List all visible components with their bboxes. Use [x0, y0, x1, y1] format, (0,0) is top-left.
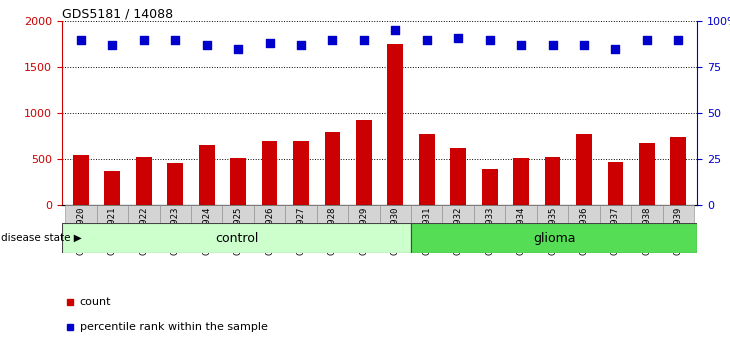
Bar: [663, 205, 694, 223]
Point: [390, 28, 402, 33]
Text: GSM769930: GSM769930: [391, 206, 400, 255]
Text: GSM769924: GSM769924: [202, 206, 211, 255]
Point: [169, 37, 181, 42]
Text: GDS5181 / 14088: GDS5181 / 14088: [62, 7, 173, 20]
Bar: [254, 205, 285, 223]
Bar: [65, 205, 96, 223]
Text: count: count: [80, 297, 112, 307]
Bar: [191, 205, 223, 223]
Point: [326, 37, 338, 42]
Bar: [505, 205, 537, 223]
Bar: [482, 170, 498, 205]
Bar: [607, 162, 623, 205]
Bar: [317, 205, 348, 223]
Text: GSM769937: GSM769937: [611, 206, 620, 255]
Text: GSM769933: GSM769933: [485, 206, 494, 255]
Point: [201, 42, 212, 48]
Bar: [670, 137, 686, 205]
Point: [547, 42, 558, 48]
Bar: [380, 205, 411, 223]
Bar: [160, 205, 191, 223]
Bar: [128, 205, 160, 223]
Point: [264, 40, 275, 46]
Bar: [230, 158, 246, 205]
Text: GSM769934: GSM769934: [517, 206, 526, 255]
Text: GSM769928: GSM769928: [328, 206, 337, 255]
Bar: [261, 141, 277, 205]
Bar: [96, 205, 128, 223]
Bar: [545, 156, 561, 205]
Bar: [348, 205, 380, 223]
Bar: [285, 205, 317, 223]
Text: GSM769926: GSM769926: [265, 206, 274, 255]
Bar: [537, 205, 568, 223]
Bar: [631, 205, 663, 223]
Bar: [325, 132, 340, 205]
Text: GSM769929: GSM769929: [359, 206, 369, 255]
Text: GSM769931: GSM769931: [422, 206, 431, 255]
Text: GSM769932: GSM769932: [454, 206, 463, 255]
Point: [358, 37, 369, 42]
Text: disease state ▶: disease state ▶: [1, 233, 82, 243]
Bar: [639, 143, 655, 205]
Point: [641, 37, 653, 42]
Bar: [450, 148, 466, 205]
Text: GSM769935: GSM769935: [548, 206, 557, 255]
Text: GSM769921: GSM769921: [108, 206, 117, 255]
Text: percentile rank within the sample: percentile rank within the sample: [80, 321, 268, 332]
Point: [578, 42, 590, 48]
Bar: [412, 223, 697, 253]
Bar: [419, 133, 434, 205]
Point: [107, 42, 118, 48]
Bar: [568, 205, 599, 223]
Bar: [513, 158, 529, 205]
Text: GSM769922: GSM769922: [139, 206, 148, 255]
Point: [232, 46, 244, 52]
Bar: [356, 120, 372, 205]
Bar: [388, 44, 403, 205]
Bar: [293, 141, 309, 205]
Bar: [199, 145, 215, 205]
Bar: [576, 133, 592, 205]
Text: GSM769925: GSM769925: [234, 206, 242, 255]
Text: control: control: [215, 232, 258, 245]
Point: [610, 46, 621, 52]
Text: GSM769920: GSM769920: [77, 206, 85, 255]
Bar: [136, 158, 152, 205]
Bar: [223, 205, 254, 223]
Text: GSM769938: GSM769938: [642, 206, 651, 255]
Bar: [599, 205, 631, 223]
Point: [75, 37, 87, 42]
Point: [672, 37, 684, 42]
Bar: [62, 223, 412, 253]
Point: [295, 42, 307, 48]
Point: [453, 35, 464, 41]
Bar: [73, 155, 89, 205]
Bar: [411, 205, 442, 223]
Point: [484, 37, 496, 42]
Bar: [442, 205, 474, 223]
Point: [138, 37, 150, 42]
Text: GSM769936: GSM769936: [580, 206, 588, 255]
Text: GSM769939: GSM769939: [674, 206, 683, 255]
Text: glioma: glioma: [533, 232, 575, 245]
Text: GSM769927: GSM769927: [296, 206, 305, 255]
Point: [421, 37, 433, 42]
Text: GSM769923: GSM769923: [171, 206, 180, 255]
Bar: [167, 163, 183, 205]
Point: [515, 42, 527, 48]
Bar: [474, 205, 505, 223]
Bar: [104, 171, 120, 205]
